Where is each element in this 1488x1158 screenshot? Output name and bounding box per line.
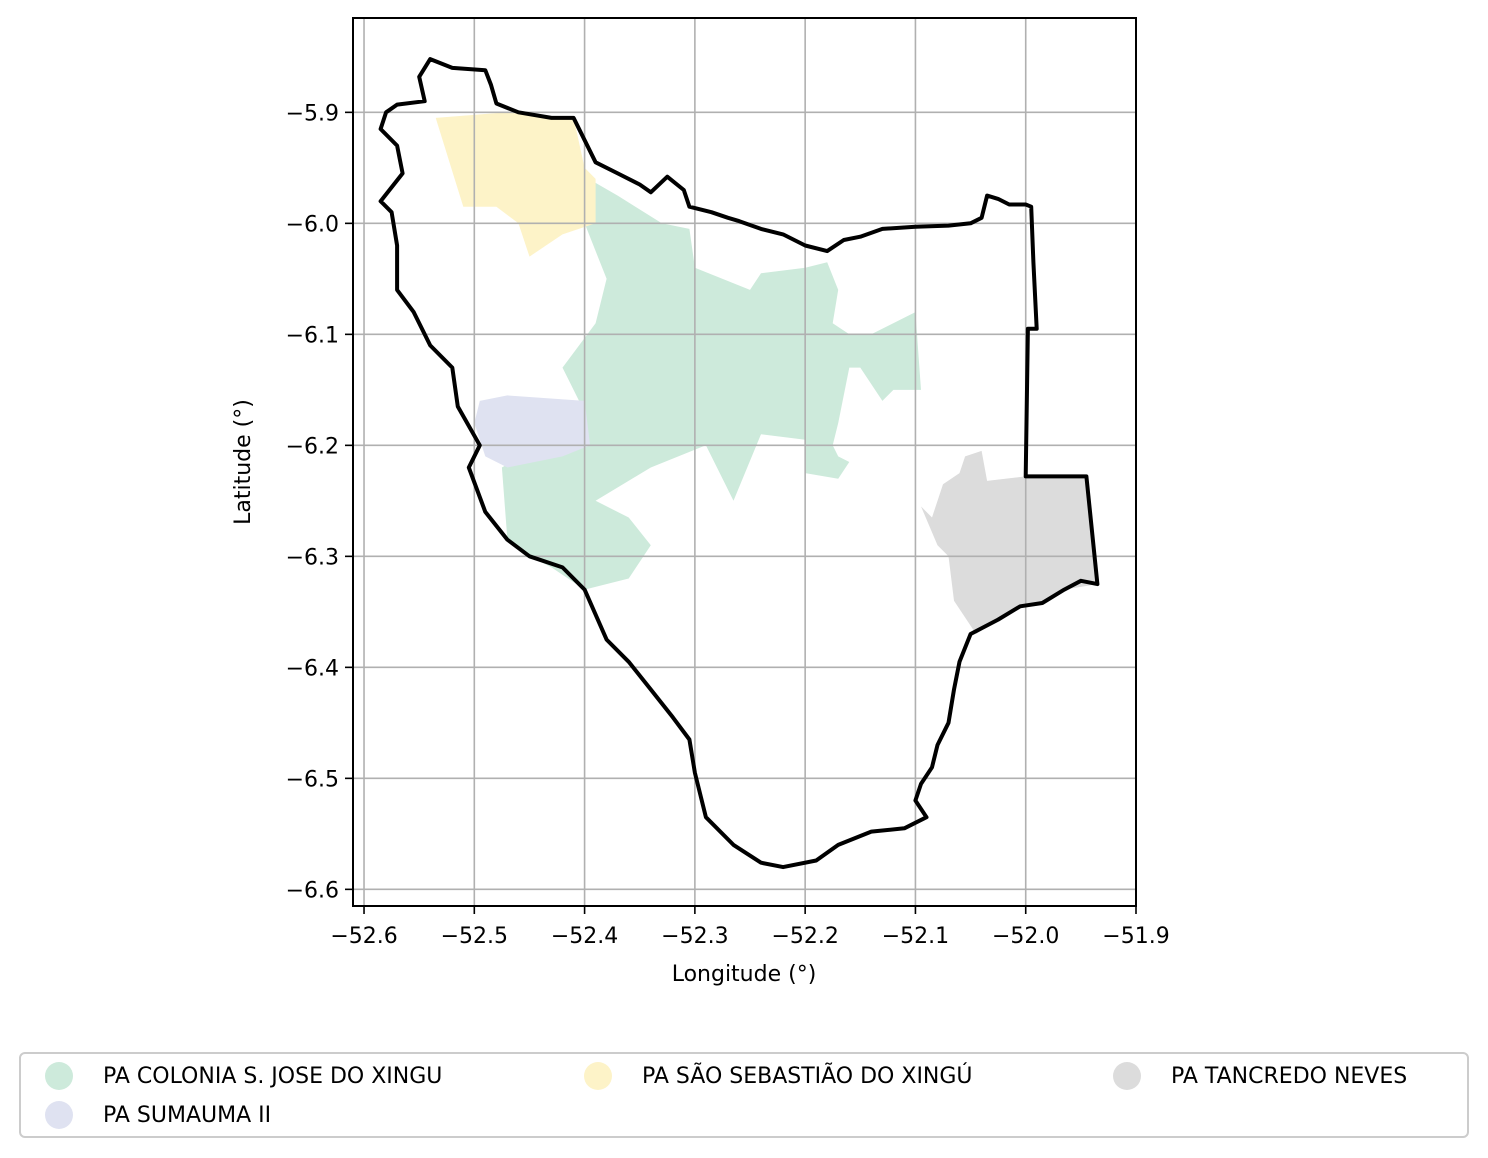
- plot-frame: [352, 17, 1137, 907]
- y-tick-label: −6.5: [286, 767, 339, 792]
- legend-item: PA COLONIA S. JOSE DO XINGU: [45, 1059, 442, 1093]
- legend-swatch: [584, 1062, 612, 1090]
- legend-swatch: [45, 1062, 73, 1090]
- legend-item: PA SÃO SEBASTIÃO DO XINGÚ: [584, 1059, 973, 1093]
- y-axis-ticks: −5.9 −6.0 −6.1 −6.2 −6.3 −6.4 −6.5 −6.6: [286, 101, 353, 903]
- x-tick-label: −52.6: [330, 924, 397, 949]
- x-tick-label: −52.0: [992, 924, 1059, 949]
- x-tick-label: −52.2: [771, 924, 838, 949]
- x-tick-label: −51.9: [1102, 924, 1169, 949]
- settlement-polygons: [435, 112, 1098, 634]
- settlement-polygon-2: [435, 112, 596, 257]
- settlement-polygon-0: [501, 173, 921, 590]
- x-tick-label: −52.3: [661, 924, 728, 949]
- y-tick-label: −6.0: [286, 212, 339, 237]
- legend-item: PA SUMAUMA II: [45, 1098, 271, 1132]
- x-tick-label: −52.1: [882, 924, 949, 949]
- legend-swatch: [45, 1101, 73, 1129]
- x-axis-ticks: −52.6 −52.5 −52.4 −52.3 −52.2 −52.1 −52.0 −51.9: [330, 906, 1170, 949]
- y-tick-label: −6.1: [286, 323, 339, 348]
- x-axis-label: Longitude (°): [672, 962, 817, 987]
- legend-label: PA SUMAUMA II: [103, 1102, 272, 1128]
- legend-label: PA SÃO SEBASTIÃO DO XINGÚ: [642, 1063, 973, 1089]
- legend-label: PA TANCREDO NEVES: [1171, 1063, 1408, 1089]
- y-tick-label: −6.2: [286, 434, 339, 459]
- settlement-polygon-3: [921, 450, 1098, 634]
- legend: PA COLONIA S. JOSE DO XINGU PA SÃO SEBAS…: [19, 1052, 1469, 1138]
- settlement-polygon-1: [474, 395, 591, 468]
- boundary-outline: [378, 57, 1100, 870]
- legend-swatch: [1113, 1062, 1141, 1090]
- municipality-boundary: [378, 57, 1100, 870]
- y-axis-label: Latitude (°): [231, 399, 256, 525]
- legend-item: PA TANCREDO NEVES: [1113, 1059, 1407, 1093]
- y-tick-label: −5.9: [286, 101, 339, 126]
- x-tick-label: −52.5: [441, 924, 508, 949]
- map-figure: −52.6 −52.5 −52.4 −52.3 −52.2 −52.1 −52.0 −51.9…: [231, 17, 1170, 987]
- y-tick-label: −6.4: [286, 656, 339, 681]
- y-tick-label: −6.6: [286, 878, 339, 903]
- legend-label: PA COLONIA S. JOSE DO XINGU: [103, 1063, 443, 1089]
- x-tick-label: −52.4: [551, 924, 618, 949]
- y-tick-label: −6.3: [286, 545, 339, 570]
